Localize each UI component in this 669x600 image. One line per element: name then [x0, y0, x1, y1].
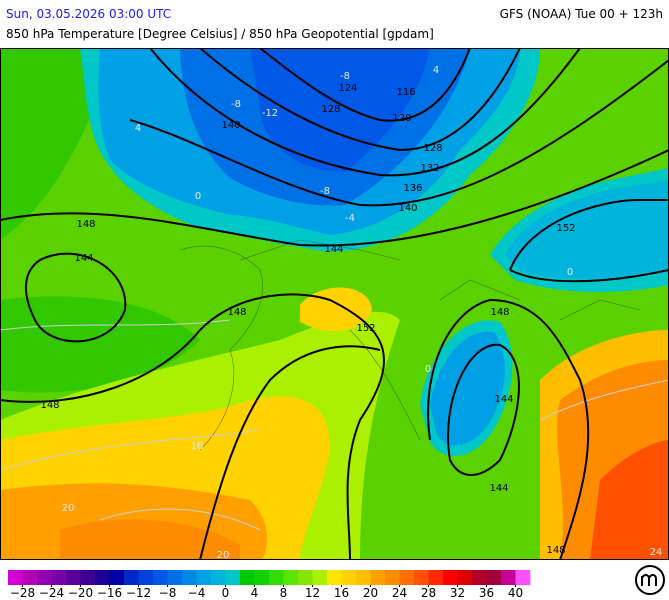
temperature-label: 4 [135, 123, 141, 134]
colorbar-swatch [399, 570, 415, 585]
colorbar-swatch [66, 570, 81, 585]
colorbar-swatch [254, 570, 270, 585]
geopotential-label: 144 [74, 253, 93, 264]
colorbar-swatch [327, 570, 342, 585]
map-title: 850 hPa Temperature [Degree Celsius] / 8… [6, 27, 434, 41]
colorbar-swatch [385, 570, 400, 585]
colorbar-swatch [269, 570, 284, 585]
colorbar-tick-label: 0 [222, 586, 230, 600]
colorbar-swatch [428, 570, 444, 585]
colorbar-swatch [182, 570, 197, 585]
colorbar-tick-label: 12 [305, 586, 320, 600]
map-area [0, 48, 669, 560]
geopotential-label: 148 [490, 307, 509, 318]
geopotential-label: 144 [489, 483, 508, 494]
temperature-label: 4 [433, 65, 439, 76]
colorbar-tick-label: −4 [188, 586, 206, 600]
geopotential-label: 148 [227, 307, 246, 318]
colorbar-tick-label: 36 [479, 586, 494, 600]
colorbar-tick-label: −28 [10, 586, 35, 600]
geopotential-label: 132 [420, 163, 439, 174]
colorbar-tick-label: −24 [39, 586, 64, 600]
colorbar-tick-label: −20 [68, 586, 93, 600]
geopotential-label: 120 [392, 113, 411, 124]
geopotential-label: 152 [556, 223, 575, 234]
colorbar-tick-label: −8 [159, 586, 177, 600]
colorbar-swatch [501, 570, 516, 585]
geopotential-label: 140 [221, 120, 240, 131]
colorbar-tick-label: 28 [421, 586, 436, 600]
colorbar-tick-label: 24 [392, 586, 407, 600]
geopotential-label: 144 [494, 394, 513, 405]
temperature-label: 20 [217, 550, 230, 561]
colorbar-tick-label: 16 [334, 586, 349, 600]
logo [635, 565, 665, 595]
colorbar-swatch [443, 570, 458, 585]
temperature-label: 0 [425, 364, 431, 375]
geopotential-label: 148 [76, 219, 95, 230]
temperature-label: 0 [567, 267, 573, 278]
geopotential-label: 128 [423, 143, 442, 154]
colorbar-tick-label: 4 [251, 586, 259, 600]
colorbar-tick-label: 32 [450, 586, 465, 600]
colorbar-swatch [196, 570, 212, 585]
colorbar-swatch [8, 570, 23, 585]
colorbar-swatch [312, 570, 328, 585]
colorbar-swatch [414, 570, 429, 585]
temperature-label: 20 [62, 503, 75, 514]
temperature-label: 16 [191, 441, 204, 452]
datetime: Sun, 03.05.2026 03:00 UTC [6, 7, 171, 21]
temperature-label: 24 [650, 547, 663, 558]
colorbar-swatch [124, 570, 139, 585]
temperature-label: -8 [231, 99, 241, 110]
colorbar-swatch [283, 570, 299, 585]
colorbar-tick-label: −16 [97, 586, 122, 600]
colorbar-swatch [298, 570, 313, 585]
temperature-label: 0 [195, 191, 201, 202]
geopotential-label: 116 [396, 87, 415, 98]
colorbar-swatch [211, 570, 226, 585]
colorbar-swatch [341, 570, 357, 585]
colorbar-swatch [95, 570, 110, 585]
geopotential-label: 148 [546, 545, 565, 556]
geopotential-label: 124 [338, 83, 357, 94]
colorbar-swatch [22, 570, 38, 585]
colorbar-swatch [457, 570, 473, 585]
colorbar-tick-label: 40 [508, 586, 523, 600]
geopotential-label: 128 [321, 104, 340, 115]
colorbar-tick-label: −12 [126, 586, 151, 600]
colorbar-swatch [486, 570, 502, 585]
colorbar-swatch [167, 570, 183, 585]
colorbar-swatch [240, 570, 255, 585]
geopotential-label: 148 [40, 400, 59, 411]
temperature-label: -4 [345, 213, 355, 224]
colorbar-tick-label: 8 [280, 586, 288, 600]
colorbar-swatch [51, 570, 67, 585]
colorbar-swatch [153, 570, 168, 585]
geopotential-label: 140 [398, 203, 417, 214]
temperature-label: -8 [320, 186, 330, 197]
colorbar-swatch [80, 570, 96, 585]
colorbar-swatch [225, 570, 241, 585]
colorbar-swatch [356, 570, 371, 585]
temperature-label: -12 [262, 108, 278, 119]
geopotential-label: 144 [324, 244, 343, 255]
colorbar-swatch [109, 570, 125, 585]
geopotential-label: 152 [356, 323, 375, 334]
colorbar-swatch [370, 570, 386, 585]
model-run: GFS (NOAA) Tue 00 + 123h [500, 7, 663, 21]
colorbar-tick-label: 20 [363, 586, 378, 600]
temperature-label: -8 [340, 71, 350, 82]
geopotential-label: 136 [403, 183, 422, 194]
colorbar-swatch [515, 570, 531, 585]
colorbar-swatch [37, 570, 52, 585]
colorbar-swatch [472, 570, 487, 585]
colorbar-swatch [138, 570, 154, 585]
